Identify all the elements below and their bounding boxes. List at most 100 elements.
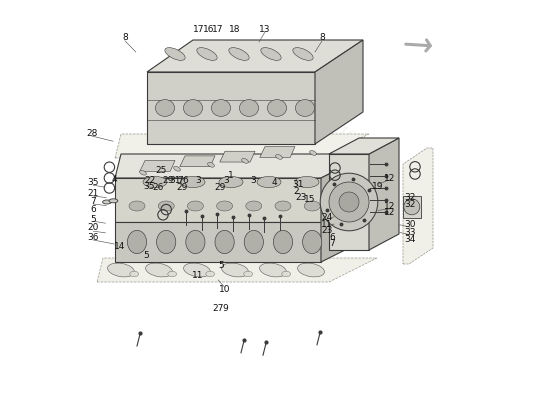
Circle shape	[329, 182, 369, 222]
Text: 36: 36	[87, 233, 99, 242]
Text: 17: 17	[193, 25, 205, 34]
Text: 3: 3	[250, 176, 256, 185]
Text: 32: 32	[404, 193, 416, 202]
Text: 4: 4	[112, 176, 117, 184]
Ellipse shape	[186, 230, 205, 254]
Ellipse shape	[140, 170, 146, 175]
Text: 7: 7	[329, 239, 334, 248]
Ellipse shape	[130, 271, 139, 277]
Ellipse shape	[229, 48, 249, 60]
Text: 30: 30	[404, 220, 416, 229]
Text: 6: 6	[91, 205, 96, 214]
Polygon shape	[403, 148, 433, 264]
Circle shape	[320, 173, 378, 231]
Polygon shape	[115, 178, 321, 222]
Polygon shape	[329, 154, 369, 250]
Text: 12: 12	[384, 174, 395, 182]
Ellipse shape	[184, 263, 211, 277]
Polygon shape	[115, 154, 369, 178]
Ellipse shape	[128, 230, 147, 254]
Text: 1: 1	[228, 172, 234, 180]
Text: 9: 9	[223, 304, 228, 313]
Circle shape	[339, 192, 359, 212]
Ellipse shape	[157, 230, 176, 254]
Ellipse shape	[158, 201, 174, 211]
Text: 18: 18	[229, 25, 241, 34]
Ellipse shape	[168, 271, 177, 277]
Ellipse shape	[206, 271, 214, 277]
Ellipse shape	[208, 162, 214, 167]
Polygon shape	[147, 40, 363, 72]
Text: 26: 26	[152, 183, 164, 192]
Text: 12: 12	[384, 202, 395, 211]
Text: 20: 20	[87, 224, 99, 232]
Text: europes: europes	[256, 165, 389, 259]
Text: 21: 21	[87, 189, 99, 198]
Ellipse shape	[239, 100, 258, 116]
Ellipse shape	[244, 271, 252, 277]
Ellipse shape	[257, 176, 281, 188]
Text: 8: 8	[122, 34, 128, 42]
Text: 33: 33	[404, 228, 416, 237]
Polygon shape	[180, 156, 215, 167]
Ellipse shape	[188, 201, 204, 211]
Text: 8: 8	[319, 34, 324, 42]
Ellipse shape	[143, 176, 167, 188]
Text: 31: 31	[292, 180, 304, 189]
Polygon shape	[220, 151, 255, 162]
Ellipse shape	[217, 201, 233, 211]
Polygon shape	[260, 146, 295, 157]
Polygon shape	[315, 40, 363, 144]
Text: 2: 2	[293, 187, 299, 196]
Ellipse shape	[103, 200, 112, 204]
Ellipse shape	[197, 48, 217, 60]
Text: 29: 29	[214, 184, 226, 192]
Text: a passion: a passion	[289, 139, 372, 197]
Ellipse shape	[129, 201, 145, 211]
Text: 12: 12	[384, 208, 395, 217]
Text: 19: 19	[372, 182, 383, 190]
Circle shape	[404, 199, 420, 215]
Ellipse shape	[183, 100, 202, 116]
Text: 7: 7	[177, 176, 183, 185]
Ellipse shape	[261, 48, 281, 60]
Polygon shape	[369, 138, 399, 250]
Ellipse shape	[260, 263, 287, 277]
Ellipse shape	[298, 263, 324, 277]
Text: 29: 29	[162, 176, 173, 185]
Text: 25: 25	[156, 166, 167, 174]
Text: 16: 16	[204, 25, 214, 34]
Polygon shape	[115, 222, 321, 262]
Text: 11: 11	[192, 272, 204, 280]
Ellipse shape	[276, 154, 282, 159]
Text: 6: 6	[182, 176, 188, 185]
Ellipse shape	[310, 150, 316, 155]
Ellipse shape	[156, 100, 174, 116]
Ellipse shape	[267, 100, 287, 116]
Text: 32: 32	[404, 200, 416, 209]
Ellipse shape	[211, 100, 230, 116]
Polygon shape	[403, 196, 421, 218]
Text: 34: 34	[404, 236, 416, 244]
Text: 35: 35	[143, 182, 155, 190]
Ellipse shape	[241, 158, 249, 163]
Ellipse shape	[174, 166, 180, 171]
Ellipse shape	[282, 271, 290, 277]
Polygon shape	[147, 72, 315, 144]
Text: 3: 3	[223, 176, 229, 185]
Text: 13: 13	[259, 25, 271, 34]
Polygon shape	[115, 134, 369, 158]
Ellipse shape	[219, 176, 243, 188]
Text: 14: 14	[114, 242, 125, 251]
Ellipse shape	[295, 100, 315, 116]
Text: 1985: 1985	[334, 124, 376, 156]
Ellipse shape	[275, 201, 291, 211]
Ellipse shape	[146, 263, 173, 277]
Ellipse shape	[273, 230, 293, 254]
Text: 35: 35	[87, 178, 99, 187]
Ellipse shape	[246, 201, 262, 211]
Text: 23: 23	[296, 193, 307, 202]
Ellipse shape	[293, 48, 313, 60]
Ellipse shape	[109, 199, 118, 203]
Text: 11: 11	[321, 220, 333, 228]
